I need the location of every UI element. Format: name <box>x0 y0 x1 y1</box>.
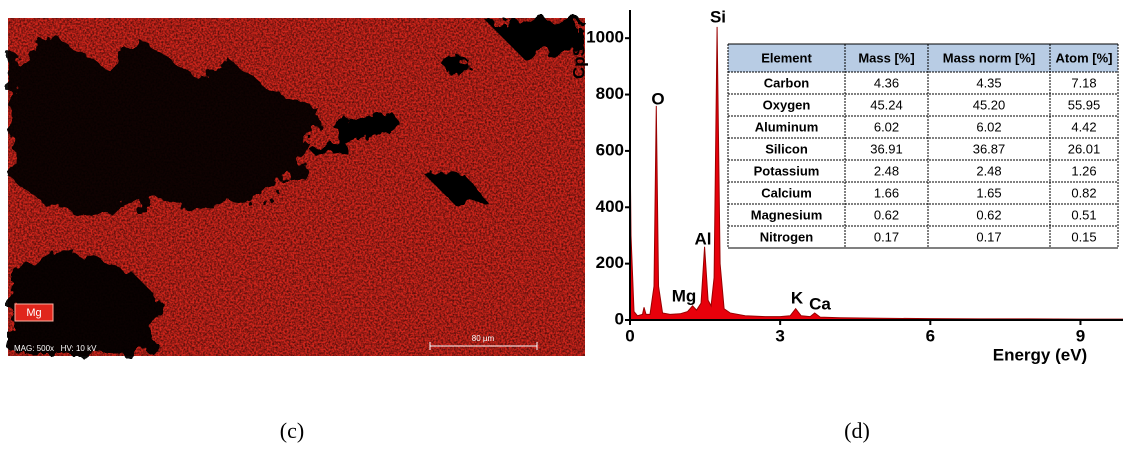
peak-label: Ca <box>809 294 831 313</box>
table-header: Mass [%] <box>858 50 914 65</box>
table-row-header: Oxygen <box>763 97 811 112</box>
table-cell: 6.02 <box>976 119 1001 134</box>
eds-map: Mg MAG: 500x HV: 10 kV 80 µm <box>8 18 585 356</box>
table-cell: 7.18 <box>1071 75 1096 90</box>
peak-label: K <box>791 288 804 307</box>
table-cell: 6.02 <box>874 119 899 134</box>
table-row-header: Magnesium <box>751 207 823 222</box>
table-row-header: Calcium <box>761 185 812 200</box>
table-row-header: Aluminum <box>755 119 819 134</box>
table-cell: 1.66 <box>874 185 899 200</box>
map-info: MAG: 500x HV: 10 kV <box>14 344 97 353</box>
table-cell: 0.17 <box>874 229 899 244</box>
table-cell: 26.01 <box>1068 141 1101 156</box>
y-tick-label: 400 <box>596 197 624 216</box>
caption: (c) <box>280 418 304 443</box>
y-tick-label: 200 <box>596 253 624 272</box>
table-cell: 36.91 <box>870 141 903 156</box>
table-row-header: Nitrogen <box>760 229 814 244</box>
table-header: Element <box>761 50 812 65</box>
table-cell: 2.48 <box>976 163 1001 178</box>
scale-label: 80 µm <box>472 334 495 343</box>
table-cell: 4.36 <box>874 75 899 90</box>
table-cell: 0.51 <box>1071 207 1096 222</box>
peak-label: Si <box>710 7 726 26</box>
table-cell: 1.26 <box>1071 163 1096 178</box>
table-cell: 45.20 <box>973 97 1006 112</box>
x-tick-label: 0 <box>625 326 634 345</box>
table-row-header: Carbon <box>764 75 810 90</box>
y-tick-label: 800 <box>596 84 624 103</box>
page: Mg MAG: 500x HV: 10 kV 80 µm (c) (d) 0 20… <box>0 0 1123 455</box>
table-cell: 0.62 <box>976 207 1001 222</box>
table-cell: 0.15 <box>1071 229 1096 244</box>
table-row-header: Potassium <box>754 163 820 178</box>
table-cell: 4.35 <box>976 75 1001 90</box>
table-cell: 0.62 <box>874 207 899 222</box>
element-label: Mg <box>26 307 41 319</box>
table-cell: 36.87 <box>973 141 1006 156</box>
table-cell: 2.48 <box>874 163 899 178</box>
y-axis-label: CpS <box>569 45 588 79</box>
table-cell: 45.24 <box>870 97 903 112</box>
caption: (d) <box>844 418 870 443</box>
peak-label: Al <box>695 229 712 248</box>
table-header: Mass norm [%] <box>943 50 1035 65</box>
figure: Mg MAG: 500x HV: 10 kV 80 µm (c) (d) 0 20… <box>0 0 1123 455</box>
x-tick-label: 6 <box>926 326 935 345</box>
x-tick-label: 9 <box>1076 326 1085 345</box>
y-tick-label: 600 <box>596 140 624 159</box>
table-row-header: Silicon <box>765 141 808 156</box>
table-header: Atom [%] <box>1055 50 1112 65</box>
table-cell: 55.95 <box>1068 97 1101 112</box>
x-axis-label: Energy (eV) <box>993 345 1087 364</box>
y-tick-label: 1000 <box>586 28 624 47</box>
table-cell: 4.42 <box>1071 119 1096 134</box>
peak-label: Mg <box>672 286 697 305</box>
peak-label: O <box>651 89 664 108</box>
table-cell: 0.17 <box>976 229 1001 244</box>
x-tick-label: 3 <box>775 326 784 345</box>
table-cell: 1.65 <box>976 185 1001 200</box>
table-cell: 0.82 <box>1071 185 1096 200</box>
spectrum-chart: 0 200 400 600 800 1000 0 3 6 9 CpS Energy (eV) Si O Al… <box>569 7 1123 364</box>
y-tick-label: 0 <box>615 309 624 328</box>
